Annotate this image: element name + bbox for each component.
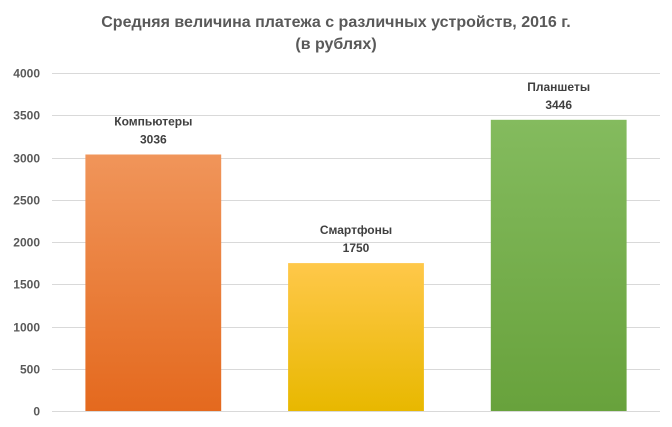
bar [288,263,424,411]
y-tick-label: 500 [20,363,40,377]
bar-value-label: 3446 [545,98,572,112]
bar-category-label: Планшеты [527,80,590,94]
y-tick-label: 3500 [13,109,40,123]
bar [490,119,627,412]
y-tick-label: 4000 [13,67,40,81]
y-tick-label: 0 [33,405,40,419]
chart-title: Средняя величина платежа с различных уст… [101,14,571,31]
y-tick-label: 1000 [13,321,40,335]
bar-category-label: Смартфоны [320,223,392,237]
bar-value-label: 1750 [343,241,370,255]
chart-subtitle: (в рублях) [295,36,377,53]
y-tick-label: 1500 [13,278,40,292]
y-tick-label: 3000 [13,152,40,166]
bar-category-label: Компьютеры [114,114,192,128]
bar [85,154,222,411]
bar-value-label: 3036 [140,132,167,146]
y-tick-label: 2500 [13,194,40,208]
chart-title-block: Средняя величина платежа с различных уст… [0,12,672,56]
y-tick-label: 2000 [13,236,40,250]
